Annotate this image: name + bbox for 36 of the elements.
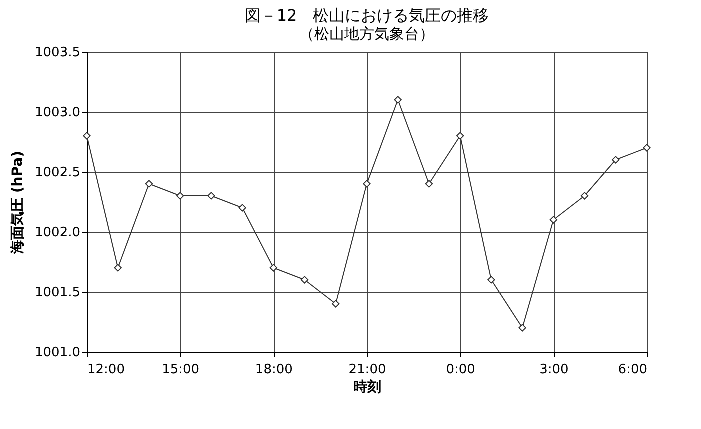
y-tick-label: 1003.0 (35, 106, 80, 120)
point (580, 192, 589, 200)
point (518, 324, 526, 332)
x-tick-label: 3:00 (540, 362, 569, 378)
point (270, 264, 278, 272)
x-tick-label: 15:00 (162, 362, 200, 378)
point (145, 180, 154, 188)
point (83, 132, 91, 140)
y-tick-label: 1002.0 (35, 226, 80, 240)
x-tick-label: 21:00 (348, 362, 386, 378)
point (238, 204, 246, 212)
point (300, 276, 309, 284)
y-axis-title: 海面気圧 (hPa) (10, 151, 26, 255)
point (425, 180, 434, 188)
x-tick-label: 18:00 (255, 362, 293, 378)
point (332, 300, 340, 308)
chart-subtitle: （松山地方気象台） (300, 25, 434, 43)
point (488, 276, 496, 284)
point (456, 132, 464, 140)
x-axis-title: 時刻 (354, 378, 382, 396)
point (114, 264, 122, 272)
point (394, 96, 402, 104)
point (208, 192, 216, 200)
y-tick-label: 1001.5 (35, 286, 80, 300)
x-tick-label: 6:00 (618, 362, 648, 378)
y-tick-label: 1003.5 (35, 46, 80, 60)
y-tick-label: 1001.0 (35, 346, 80, 360)
point (176, 192, 184, 200)
point (363, 180, 371, 188)
x-tick-label: 12:00 (88, 362, 125, 378)
x-tick-label: 0:00 (446, 362, 476, 378)
y-tick-label: 1002.5 (35, 166, 80, 180)
chart-title: 図－12 松山における気圧の推移 (244, 6, 490, 25)
point (550, 216, 558, 224)
point (643, 144, 651, 152)
point (612, 156, 620, 164)
